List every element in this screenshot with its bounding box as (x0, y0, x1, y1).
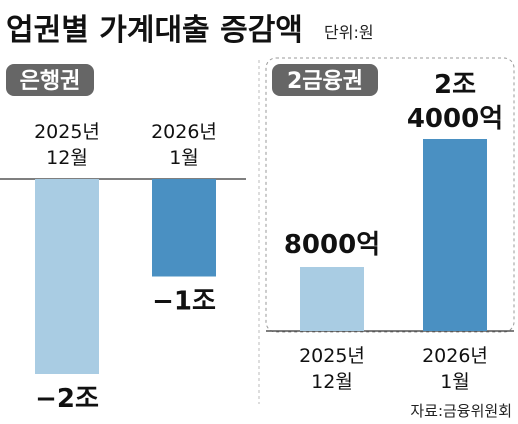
source-label: 자료:금융위원회 (410, 402, 512, 420)
bank-cat1-line1: 2025년 (34, 121, 100, 143)
bank-value-label-2026-01: −1조 (152, 287, 216, 317)
nonbank-badge (272, 64, 378, 96)
nonbank-frame (265, 57, 515, 333)
bank-bar-2025-12 (35, 179, 99, 374)
nonbank-value-label-2025-12: 8000억 (284, 230, 380, 260)
nonbank-bar-2026-01 (423, 139, 487, 331)
bank-cat2-line2: 1월 (169, 147, 199, 169)
bank-badge (6, 64, 94, 96)
nonbank-badge-label: 2금융권 (287, 69, 363, 94)
nonbank-cat2-line2: 1월 (440, 371, 470, 393)
panel-bank: 은행권 2025년 12월 2026년 1월 −2조 −1조 (0, 64, 246, 414)
bank-cat1-line2: 12월 (46, 147, 88, 169)
bank-bar-2026-01 (152, 179, 216, 277)
nonbank-cat2-line1: 2026년 (422, 345, 488, 367)
nonbank-cat1-line1: 2025년 (299, 345, 365, 367)
panel-nonbank: 2금융권 8000억 2조 4000억 2025년 12월 2026년 1월 (265, 57, 515, 393)
nonbank-cat1-line2: 12월 (311, 371, 353, 393)
nonbank-value-label-2026-01-line1: 2조 (434, 70, 476, 100)
chart-title: 업권별 가계대출 증감액 (6, 13, 303, 48)
unit-label: 단위:원 (324, 23, 374, 42)
nonbank-bar-2025-12 (300, 267, 364, 331)
bank-value-label-2025-12: −2조 (35, 384, 99, 414)
bank-cat2-line1: 2026년 (151, 121, 217, 143)
nonbank-value-label-2026-01-line2: 4000억 (407, 104, 503, 134)
bank-badge-label: 은행권 (20, 69, 81, 94)
